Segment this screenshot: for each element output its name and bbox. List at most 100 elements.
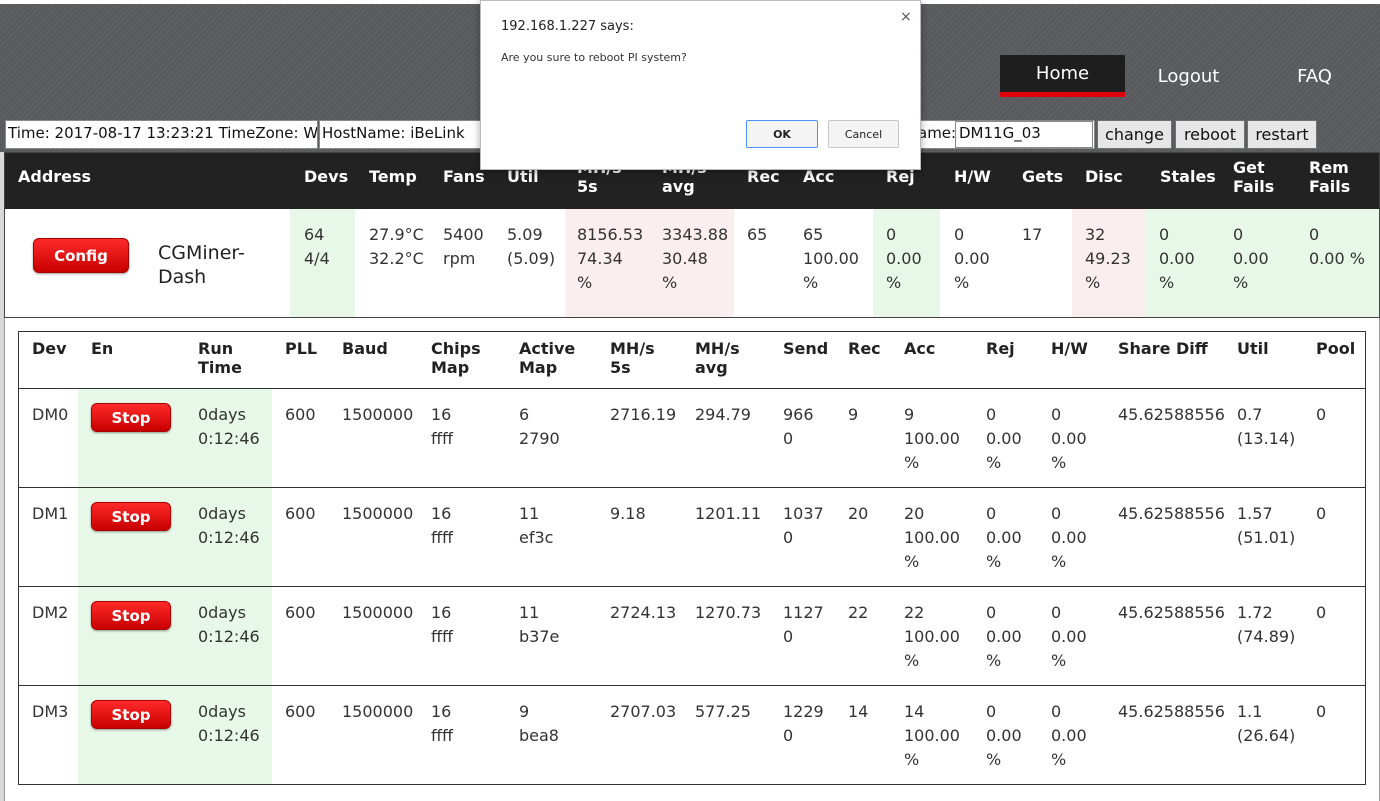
col-gets: Gets bbox=[1022, 167, 1064, 186]
gets-count: 17 bbox=[1022, 225, 1043, 244]
device-row: DM2 Stop 0days 0:12:46 600 1500000 16 ff… bbox=[19, 587, 1365, 686]
mhs-avg-rate: 3343.88 bbox=[662, 225, 729, 244]
rej: 0 0.00 % bbox=[986, 502, 1022, 574]
nav-home[interactable]: Home bbox=[1000, 55, 1125, 97]
acc-pct: 100.00 bbox=[904, 627, 960, 646]
share-diff: 45.62588556 bbox=[1118, 702, 1225, 721]
mhs-cell-bg bbox=[565, 209, 734, 317]
rej-count: 0 bbox=[886, 225, 897, 244]
stop-button[interactable]: Stop bbox=[91, 700, 171, 729]
stop-button[interactable]: Stop bbox=[91, 502, 171, 531]
rem-fails-count: 0 bbox=[1309, 225, 1320, 244]
mhs-avg: 577.25 bbox=[695, 702, 751, 721]
send: 1229 0 bbox=[783, 700, 824, 748]
change-button[interactable]: change bbox=[1097, 120, 1172, 149]
col-fans: Fans bbox=[443, 167, 485, 186]
util: 0.7 (13.14) bbox=[1237, 403, 1295, 451]
mhs-avg: 1201.11 bbox=[695, 504, 762, 523]
hw-count: 0 bbox=[1051, 702, 1062, 721]
share-diff: 45.62588556 bbox=[1118, 405, 1225, 424]
col-rec: Rec bbox=[747, 167, 780, 186]
active-mask: 2790 bbox=[519, 429, 560, 448]
fails-cell-bg bbox=[1145, 209, 1379, 317]
rej: 0 0.00 % bbox=[986, 601, 1022, 673]
fans-speed: 5400 bbox=[443, 225, 484, 244]
util-value: 5.09 (5.09) bbox=[507, 223, 555, 271]
dcol-pool: Pool bbox=[1316, 339, 1356, 358]
col-temp: Temp bbox=[369, 167, 417, 186]
ok-button[interactable]: OK bbox=[746, 120, 818, 148]
nav-faq[interactable]: FAQ bbox=[1297, 65, 1332, 87]
rem-fails-value: 0 0.00 % bbox=[1309, 223, 1365, 271]
send-count: 1037 bbox=[783, 504, 824, 523]
mhs-avg-value: 3343.88 30.48 % bbox=[662, 223, 728, 295]
hw: 0 0.00 % bbox=[1051, 700, 1087, 772]
miner-name: CGMiner-Dash bbox=[158, 242, 245, 288]
close-icon[interactable]: × bbox=[900, 9, 912, 25]
stop-button[interactable]: Stop bbox=[91, 403, 171, 432]
dcol-send: Send bbox=[783, 339, 829, 358]
util-current: 1.1 bbox=[1237, 702, 1263, 721]
get-fails-unit: % bbox=[1233, 273, 1249, 292]
acc: 20 100.00 % bbox=[904, 502, 960, 574]
baud: 1500000 bbox=[342, 504, 414, 523]
summary-table: Address Devs Temp Fans Util MH/s 5s MH/s… bbox=[4, 152, 1380, 318]
dcol-chips-map: Chips Map bbox=[431, 339, 481, 377]
stop-button[interactable]: Stop bbox=[91, 601, 171, 630]
col-rej: Rej bbox=[886, 167, 915, 186]
col-devs: Devs bbox=[304, 167, 349, 186]
dcol-share-diff: Share Diff bbox=[1118, 339, 1208, 358]
chips-mask: ffff bbox=[431, 627, 454, 646]
chips-count: 16 bbox=[431, 504, 452, 523]
pool: 0 bbox=[1316, 405, 1327, 424]
cancel-button[interactable]: Cancel bbox=[828, 120, 899, 148]
dcol-hw: H/W bbox=[1051, 339, 1088, 358]
mhs-avg: 1270.73 bbox=[695, 603, 762, 622]
devs-cell-bg bbox=[290, 209, 355, 317]
rec: 22 bbox=[848, 603, 869, 622]
hw-count: 0 bbox=[1051, 405, 1062, 424]
restart-button[interactable]: restart bbox=[1247, 120, 1317, 149]
acc-count: 9 bbox=[904, 405, 915, 424]
col-util: Util bbox=[507, 167, 539, 186]
temp-value: 27.9°C 32.2°C bbox=[369, 223, 424, 271]
dcol-pll: PLL bbox=[285, 339, 318, 358]
hw: 0 0.00 % bbox=[1051, 601, 1087, 673]
send-count: 1229 bbox=[783, 702, 824, 721]
run-clock: 0:12:46 bbox=[198, 726, 260, 745]
pool: 0 bbox=[1316, 504, 1327, 523]
hw-unit: % bbox=[1051, 453, 1067, 472]
dcol-mhs-5s: MH/s 5s bbox=[610, 339, 655, 377]
devs-active: 4/4 bbox=[304, 249, 330, 268]
chips-map: 16 ffff bbox=[431, 403, 453, 451]
run-days: 0days bbox=[198, 603, 246, 622]
baud: 1500000 bbox=[342, 405, 414, 424]
col-address: Address bbox=[18, 167, 92, 186]
nav-logout[interactable]: Logout bbox=[1157, 65, 1220, 87]
pll: 600 bbox=[285, 702, 316, 721]
run-time: 0days 0:12:46 bbox=[198, 403, 260, 451]
dev-id: DM2 bbox=[32, 603, 69, 622]
col-rem-fails: Rem Fails bbox=[1309, 158, 1351, 196]
mhs-5s-pct: 74.34 bbox=[577, 249, 623, 268]
hostname-display: HostName: iBeLink bbox=[319, 120, 499, 149]
chips-mask: ffff bbox=[431, 528, 454, 547]
util: 1.57 (51.01) bbox=[1237, 502, 1295, 550]
chips-count: 16 bbox=[431, 603, 452, 622]
acc-count: 14 bbox=[904, 702, 925, 721]
name-input[interactable]: DM11G_03 bbox=[955, 121, 1093, 148]
rej-unit: % bbox=[986, 750, 1002, 769]
pool: 0 bbox=[1316, 603, 1327, 622]
util: 1.1 (26.64) bbox=[1237, 700, 1295, 748]
rej-pct: 0.00 bbox=[986, 429, 1022, 448]
config-button[interactable]: Config bbox=[33, 238, 129, 273]
hw: 0 0.00 % bbox=[1051, 502, 1087, 574]
chips-map: 16 ffff bbox=[431, 700, 453, 748]
device-table-header: Dev En Run Time PLL Baud Chips Map Activ… bbox=[19, 332, 1365, 389]
reboot-button[interactable]: reboot bbox=[1175, 120, 1245, 149]
send: 1127 0 bbox=[783, 601, 824, 649]
stales-value: 0 0.00 % bbox=[1159, 223, 1195, 295]
get-fails-value: 0 0.00 % bbox=[1233, 223, 1269, 295]
rem-fails-pct: 0.00 % bbox=[1309, 249, 1365, 268]
dcol-acc: Acc bbox=[904, 339, 936, 358]
